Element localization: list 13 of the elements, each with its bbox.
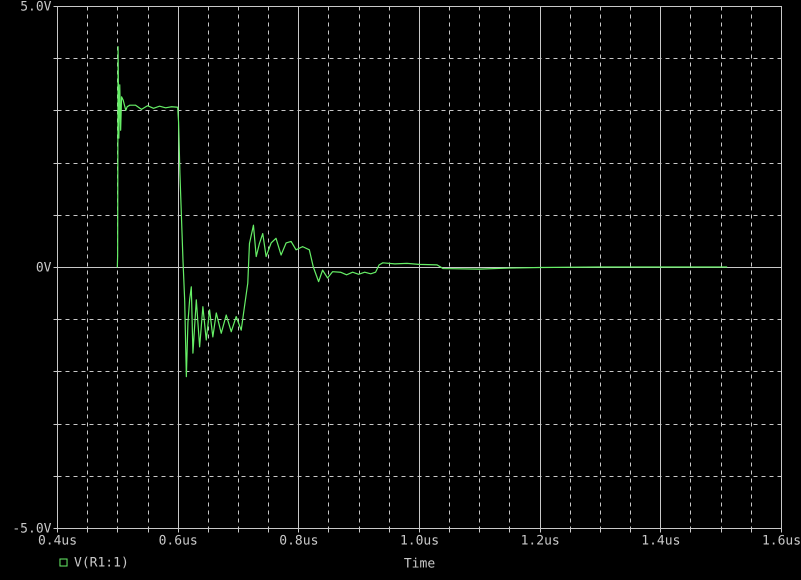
- x-tick-label: 1.6us: [762, 534, 801, 548]
- x-tick-label: 0.6us: [158, 534, 198, 548]
- y-tick-label: -5.0V: [12, 522, 52, 536]
- x-tick-label: 0.4us: [38, 534, 78, 548]
- y-tick-label: 5.0V: [20, 0, 52, 14]
- x-axis-title: Time: [404, 556, 436, 572]
- x-tick-label: 0.8us: [279, 534, 318, 548]
- x-tick-label: 1.0us: [400, 534, 440, 548]
- x-tick-label: 1.4us: [641, 534, 680, 548]
- y-tick-label: 0V: [36, 260, 52, 276]
- line-series: [116, 46, 728, 378]
- x-tick-label: 1.2us: [520, 534, 560, 548]
- legend-label: V(R1:1): [74, 556, 129, 570]
